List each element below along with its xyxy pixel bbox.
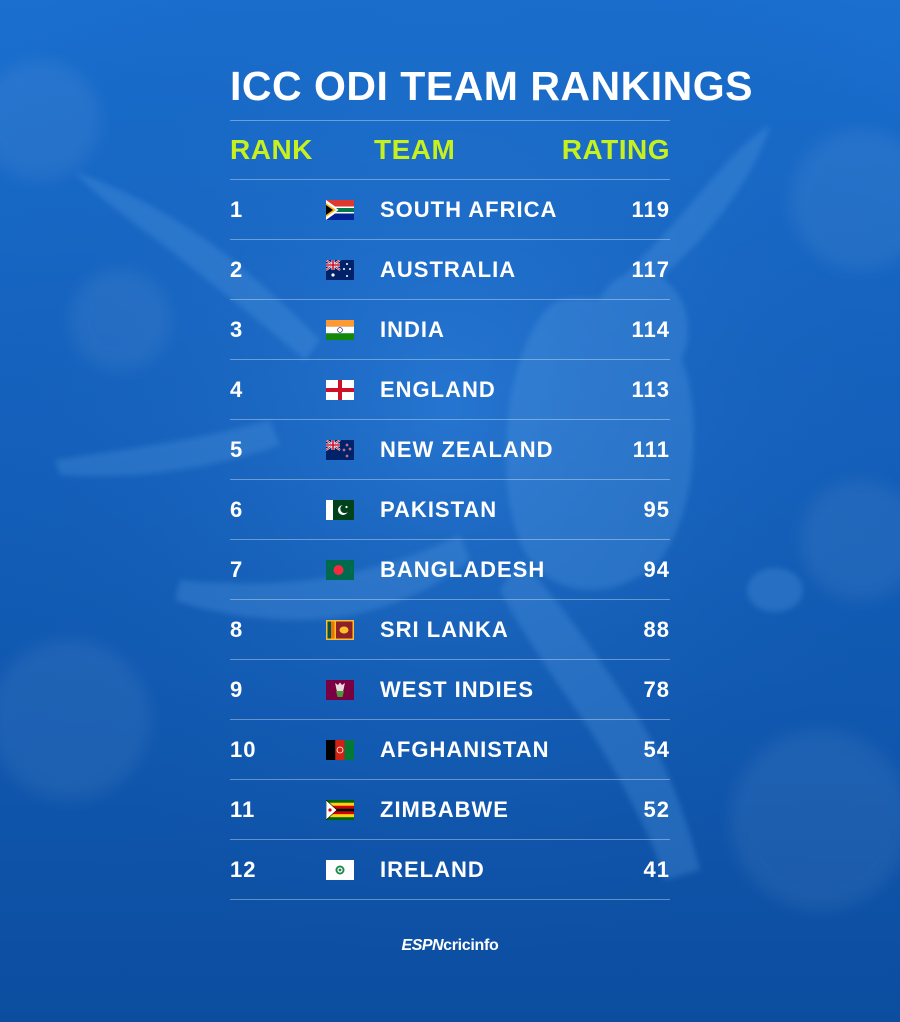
rank-value: 10 (230, 736, 257, 762)
flag-zimbabwe-icon (326, 799, 354, 820)
team-column-header: TEAM (374, 134, 456, 165)
cricinfo-wordmark: cricinfo (443, 937, 499, 954)
team-name: NEW ZEALAND (380, 436, 554, 462)
team-name: SRI LANKA (380, 616, 509, 642)
rank-value: 1 (230, 196, 244, 222)
team-name: SOUTH AFRICA (380, 196, 558, 222)
team-name: AUSTRALIA (380, 256, 517, 282)
rating-value: 52 (643, 796, 670, 822)
team-name: BANGLADESH (380, 556, 546, 582)
rank-value: 4 (230, 376, 244, 402)
espncricinfo-logo: ESPNcricinfo (0, 937, 900, 955)
rating-value: 41 (643, 856, 670, 882)
table-header: RANK TEAM RATING (230, 120, 670, 180)
team-name: INDIA (380, 316, 445, 342)
flag-bangladesh-icon (326, 559, 354, 580)
rating-value: 95 (643, 496, 670, 522)
rank-value: 6 (230, 496, 244, 522)
team-name: IRELAND (380, 856, 485, 882)
flag-sri-lanka-icon (326, 619, 354, 640)
page-title: ICC ODI TEAM RANKINGS (230, 63, 753, 109)
flag-west-indies-icon (326, 679, 354, 700)
espn-wordmark: ESPN (401, 937, 444, 954)
rating-value: 117 (631, 256, 670, 282)
rank-column-header: RANK (230, 134, 313, 165)
flag-south-africa-icon (326, 199, 354, 220)
table-row: 5 NEW ZEALAND 111 (230, 420, 670, 480)
flag-ireland-icon (326, 859, 354, 880)
table-row: 3 INDIA 114 (230, 300, 670, 360)
rank-value: 11 (230, 796, 256, 822)
team-name: AFGHANISTAN (380, 736, 550, 762)
table-row: 1 SOUTH AFRICA 119 (230, 180, 670, 240)
flag-new-zealand-icon (326, 439, 354, 460)
table-row: 2 AUSTRALIA 117 (230, 240, 670, 300)
table-row: 6 PAKISTAN 95 (230, 480, 670, 540)
rating-value: 114 (631, 316, 670, 342)
team-name: ENGLAND (380, 376, 496, 402)
table-row: 9 WEST INDIES 78 (230, 660, 670, 720)
rank-value: 9 (230, 676, 244, 702)
rankings-panel: ICC ODI TEAM RANKINGS RANK TEAM RATING 1… (230, 60, 753, 900)
table-row: 4 ENGLAND 113 (230, 360, 670, 420)
rank-value: 2 (230, 256, 244, 282)
team-name: WEST INDIES (380, 676, 535, 702)
rating-value: 119 (631, 196, 670, 222)
team-name: PAKISTAN (380, 496, 498, 522)
rating-column-header: RATING (561, 134, 670, 165)
flag-india-icon (326, 319, 354, 340)
rank-value: 12 (230, 856, 257, 882)
table-row: 10 AFGHANISTAN 54 (230, 720, 670, 780)
flag-england-icon (326, 379, 354, 400)
table-row: 7 BANGLADESH 94 (230, 540, 670, 600)
rank-value: 8 (230, 616, 244, 642)
table-row: 12 IRELAND 41 (230, 840, 670, 900)
rating-value: 88 (643, 616, 670, 642)
rating-value: 54 (643, 736, 670, 762)
rank-value: 3 (230, 316, 244, 342)
rating-value: 113 (631, 376, 670, 402)
flag-australia-icon (326, 259, 354, 280)
rating-value: 111 (632, 436, 670, 462)
rating-value: 78 (643, 676, 670, 702)
rank-value: 7 (230, 556, 244, 582)
flag-pakistan-icon (326, 499, 354, 520)
table-row: 8 SRI LANKA 88 (230, 600, 670, 660)
rating-value: 94 (643, 556, 670, 582)
flag-afghanistan-icon (326, 739, 354, 760)
table-row: 11 ZIMBABWE 52 (230, 780, 670, 840)
rank-value: 5 (230, 436, 244, 462)
team-name: ZIMBABWE (380, 796, 509, 822)
